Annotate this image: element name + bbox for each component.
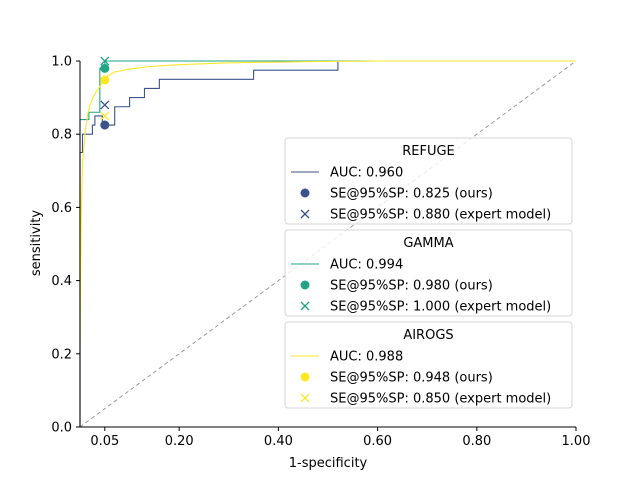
legend-entry-label: AUC: 0.960 — [330, 166, 403, 181]
marker-circle-0 — [100, 120, 110, 130]
legend-entry-label: SE@95%SP: 0.825 (ours) — [330, 187, 493, 202]
x-tick-label: 1.00 — [562, 434, 591, 449]
legend-title: REFUGE — [402, 144, 455, 159]
legend-x-swatch — [300, 209, 310, 219]
legend-x-swatch — [300, 301, 310, 311]
legend-entry-label: AUC: 0.994 — [330, 258, 403, 273]
y-tick-label: 0.0 — [51, 421, 72, 436]
marker-circle-4 — [100, 75, 110, 85]
x-tick-label: 0.80 — [462, 434, 491, 449]
legend: REFUGE AUC: 0.960 SE@95%SP: 0.825 (ours) SE… — [284, 137, 573, 409]
x-axis-label: 1-specificity — [289, 456, 368, 471]
roc-curve-1 — [79, 60, 576, 427]
marker-x-1 — [100, 100, 110, 110]
x-tick-label: 0.60 — [363, 434, 392, 449]
legend-circle-swatch — [300, 280, 310, 290]
legend-entry-label: AUC: 0.988 — [330, 350, 403, 365]
y-tick-label: 0.6 — [51, 201, 72, 216]
plot-area — [79, 56, 577, 428]
y-axis-label: sensitivity — [29, 210, 44, 277]
legend-entry-label: SE@95%SP: 0.880 (expert model) — [330, 208, 551, 223]
y-tick-label: 1.0 — [51, 55, 72, 70]
x-tick-label: 0.40 — [264, 434, 293, 449]
roc-curve-0 — [79, 60, 576, 427]
legend-title: GAMMA — [403, 236, 453, 251]
marker-circle-2 — [100, 63, 110, 73]
legend-circle-swatch — [300, 188, 310, 198]
x-tick-label: 0.05 — [90, 434, 119, 449]
legend-circle-swatch — [300, 372, 310, 382]
legend-entry-label: SE@95%SP: 0.980 (ours) — [330, 279, 493, 294]
legend-title: AIROGS — [403, 328, 453, 343]
y-tick-label: 0.4 — [51, 274, 72, 289]
legend-box — [284, 321, 573, 409]
legend-entry-label: SE@95%SP: 0.948 (ours) — [330, 371, 493, 386]
marker-x-stroke — [100, 111, 110, 121]
marker-x-stroke — [100, 56, 110, 66]
y-tick-label: 0.2 — [51, 347, 72, 362]
marker-x-5 — [100, 111, 110, 121]
x-tick-label: 0.20 — [165, 434, 194, 449]
y-tick-label: 0.8 — [51, 128, 72, 143]
legend-group-refuge: REFUGE AUC: 0.960 SE@95%SP: 0.825 (ours) SE… — [284, 137, 573, 225]
marker-x-stroke — [100, 100, 110, 110]
axes: 0.05 0.20 0.40 0.60 0.80 1.00 0.0 0.2 0.4 0.6 0.8 1… — [51, 55, 590, 450]
legend-box — [284, 229, 573, 317]
legend-entry-label: SE@95%SP: 1.000 (expert model) — [330, 300, 551, 315]
legend-entry-label: SE@95%SP: 0.850 (expert model) — [330, 392, 551, 407]
legend-box — [284, 137, 573, 225]
marker-x-3 — [100, 56, 110, 66]
legend-x-swatch — [300, 393, 310, 403]
